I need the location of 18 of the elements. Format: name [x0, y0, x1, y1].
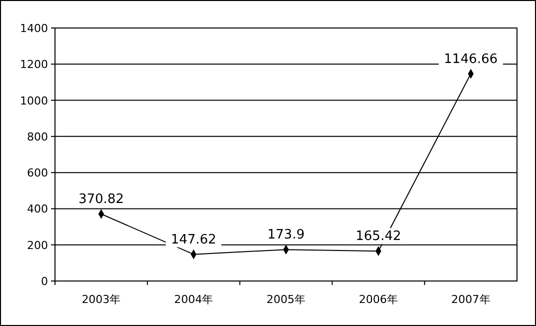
x-tick-label: 2004年: [174, 293, 214, 306]
y-tick-label: 0: [41, 275, 48, 288]
y-tick-label: 200: [27, 238, 48, 252]
x-tick-label: 2003年: [82, 293, 121, 306]
y-tick-label: 1400: [20, 22, 48, 35]
data-label: 370.82: [78, 192, 124, 207]
y-tick-label: 600: [27, 166, 48, 180]
y-tick-label: 800: [27, 130, 48, 144]
data-label: 1146.66: [444, 52, 498, 67]
y-tick-label: 1200: [20, 58, 48, 72]
data-label: 173.9: [267, 228, 305, 243]
x-tick-label: 2006年: [358, 293, 398, 306]
data-label: 165.42: [356, 229, 402, 244]
y-tick-label: 1000: [20, 94, 48, 108]
x-tick-label: 2007年: [451, 293, 490, 306]
y-tick-label: 400: [27, 202, 48, 216]
x-tick-label: 2005年: [266, 293, 306, 306]
data-label: 147.62: [170, 232, 216, 248]
